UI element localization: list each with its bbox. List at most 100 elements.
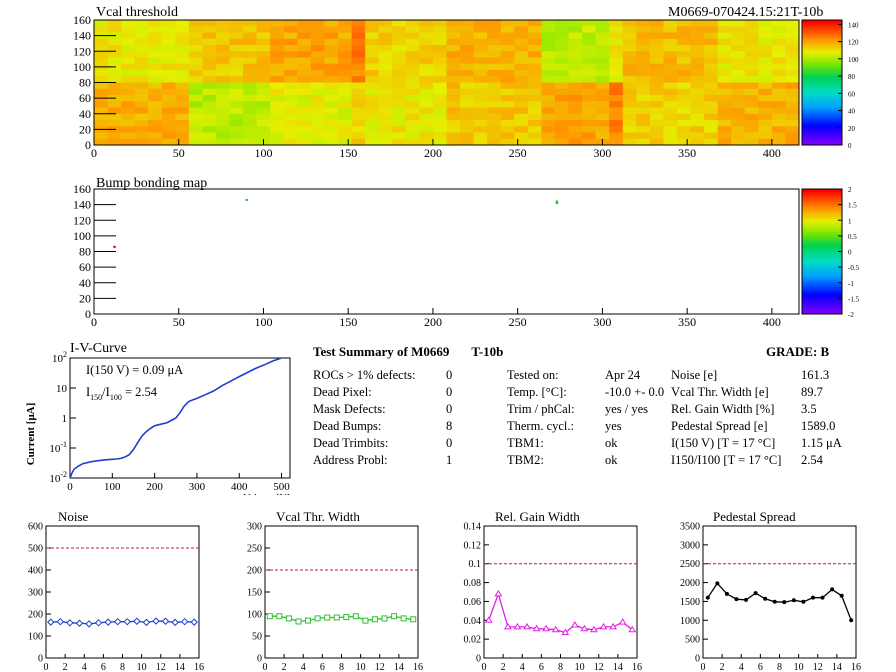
vcal-cell <box>704 126 719 133</box>
vcal-cell <box>758 82 773 90</box>
vcal-cell <box>758 113 773 121</box>
palette-band <box>802 239 842 242</box>
vcal-cell <box>690 57 705 65</box>
vcal-cell <box>690 120 705 127</box>
vcal-cell <box>202 38 217 46</box>
vcal-cell <box>731 57 746 65</box>
vcal-cell <box>771 20 786 27</box>
vcal-cell <box>446 57 461 65</box>
vcal-cell <box>175 120 190 127</box>
vcal-cell <box>188 95 203 102</box>
vcal-cell <box>582 45 597 52</box>
plot-y-tick-label: 250 <box>247 544 262 555</box>
vcal-cell <box>446 32 461 40</box>
palette-tick-label: 1.5 <box>848 202 857 210</box>
vcal-cell <box>636 82 651 90</box>
data-point <box>791 598 796 603</box>
vcal-cell <box>676 26 692 33</box>
vcal-cell <box>541 113 556 121</box>
vcal-cell <box>121 57 136 65</box>
vcal-cell <box>622 70 637 77</box>
summary-label: TBM1: <box>507 436 544 450</box>
vcal-cell <box>378 126 393 133</box>
vcal-cell <box>161 26 176 33</box>
vcal-cell <box>554 26 570 33</box>
vcal-cell <box>771 32 786 40</box>
plot-x-tick-label: 2 <box>63 662 68 672</box>
palette-band <box>802 50 842 53</box>
vcal-cell <box>297 70 312 77</box>
vcal-cell <box>256 38 271 46</box>
vcal-cell <box>582 76 597 83</box>
data-point <box>142 618 151 627</box>
vcal-cell <box>405 132 420 140</box>
vcal-cell <box>202 88 217 96</box>
vcal-cell <box>161 63 176 71</box>
vcal-cell <box>216 88 231 96</box>
data-point <box>542 624 551 632</box>
vcal-cell <box>365 101 380 108</box>
vcal-cell <box>758 101 773 108</box>
palette-band <box>802 77 842 81</box>
vcal-cell <box>134 107 149 115</box>
vcal-cell <box>297 138 312 146</box>
vcal-cell <box>324 101 339 108</box>
x-tick-label: 0 <box>91 315 97 329</box>
vcal-cell <box>568 120 583 127</box>
vcal-cell <box>676 32 692 40</box>
vcal-cell <box>622 101 637 108</box>
vcal-cell <box>202 26 217 33</box>
vcal-cell <box>107 138 122 146</box>
vcal-cell <box>148 138 163 146</box>
vcal-cell <box>717 107 732 115</box>
vcal-cell <box>744 76 759 83</box>
vcal-cell <box>676 38 692 46</box>
vcal-cell <box>161 107 176 115</box>
vcal-cell <box>676 57 692 65</box>
series-line <box>269 615 414 623</box>
vcal-cell <box>473 63 488 71</box>
vcal-cell <box>270 113 285 121</box>
plot-y-tick-label: 3500 <box>680 522 700 533</box>
vcal-cell <box>690 132 705 140</box>
vcal-cell <box>541 101 556 108</box>
plot-x-tick-label: 8 <box>777 662 782 672</box>
palette-band <box>802 115 842 118</box>
vcal-cell <box>514 120 529 127</box>
vcal-cell <box>636 107 651 115</box>
vcal-cell <box>256 126 271 133</box>
vcal-cell <box>609 138 624 146</box>
data-point <box>400 615 407 622</box>
vcal-cell <box>663 132 678 140</box>
vcal-cell <box>771 82 786 90</box>
x-tick-label: 250 <box>509 146 527 160</box>
vcal-cell <box>744 70 759 77</box>
plot-y-tick-label: 200 <box>28 610 43 621</box>
vcal-cell <box>310 57 325 65</box>
vcal-cell <box>690 32 705 40</box>
vcal-cell <box>175 63 190 71</box>
vcal-cell <box>731 26 746 33</box>
vcal-cell <box>554 57 570 65</box>
summary-value: 89.7 <box>801 385 823 399</box>
vcal-cell <box>419 82 434 90</box>
plot-y-tick-label: 500 <box>28 544 43 555</box>
vcal-cell <box>405 20 420 27</box>
vcal-cell <box>704 51 719 58</box>
vcal-cell <box>527 51 542 58</box>
vcal-cell <box>392 20 407 27</box>
plot-x-tick-label: 6 <box>758 662 763 672</box>
vcal-cell <box>582 20 597 27</box>
vcal-cell <box>636 45 651 52</box>
vcal-cell <box>256 63 271 71</box>
plot-x-tick-label: 12 <box>813 662 823 672</box>
plot-x-tick-label: 16 <box>413 662 423 672</box>
vcal-cell <box>744 32 759 40</box>
vcal-cell <box>202 95 217 102</box>
vcal-cell <box>188 120 203 127</box>
vcal-cell <box>717 38 732 46</box>
vcal-cell <box>270 45 285 52</box>
data-point <box>133 617 141 625</box>
vcal-cell <box>188 76 203 83</box>
vcal-cell <box>297 113 312 121</box>
